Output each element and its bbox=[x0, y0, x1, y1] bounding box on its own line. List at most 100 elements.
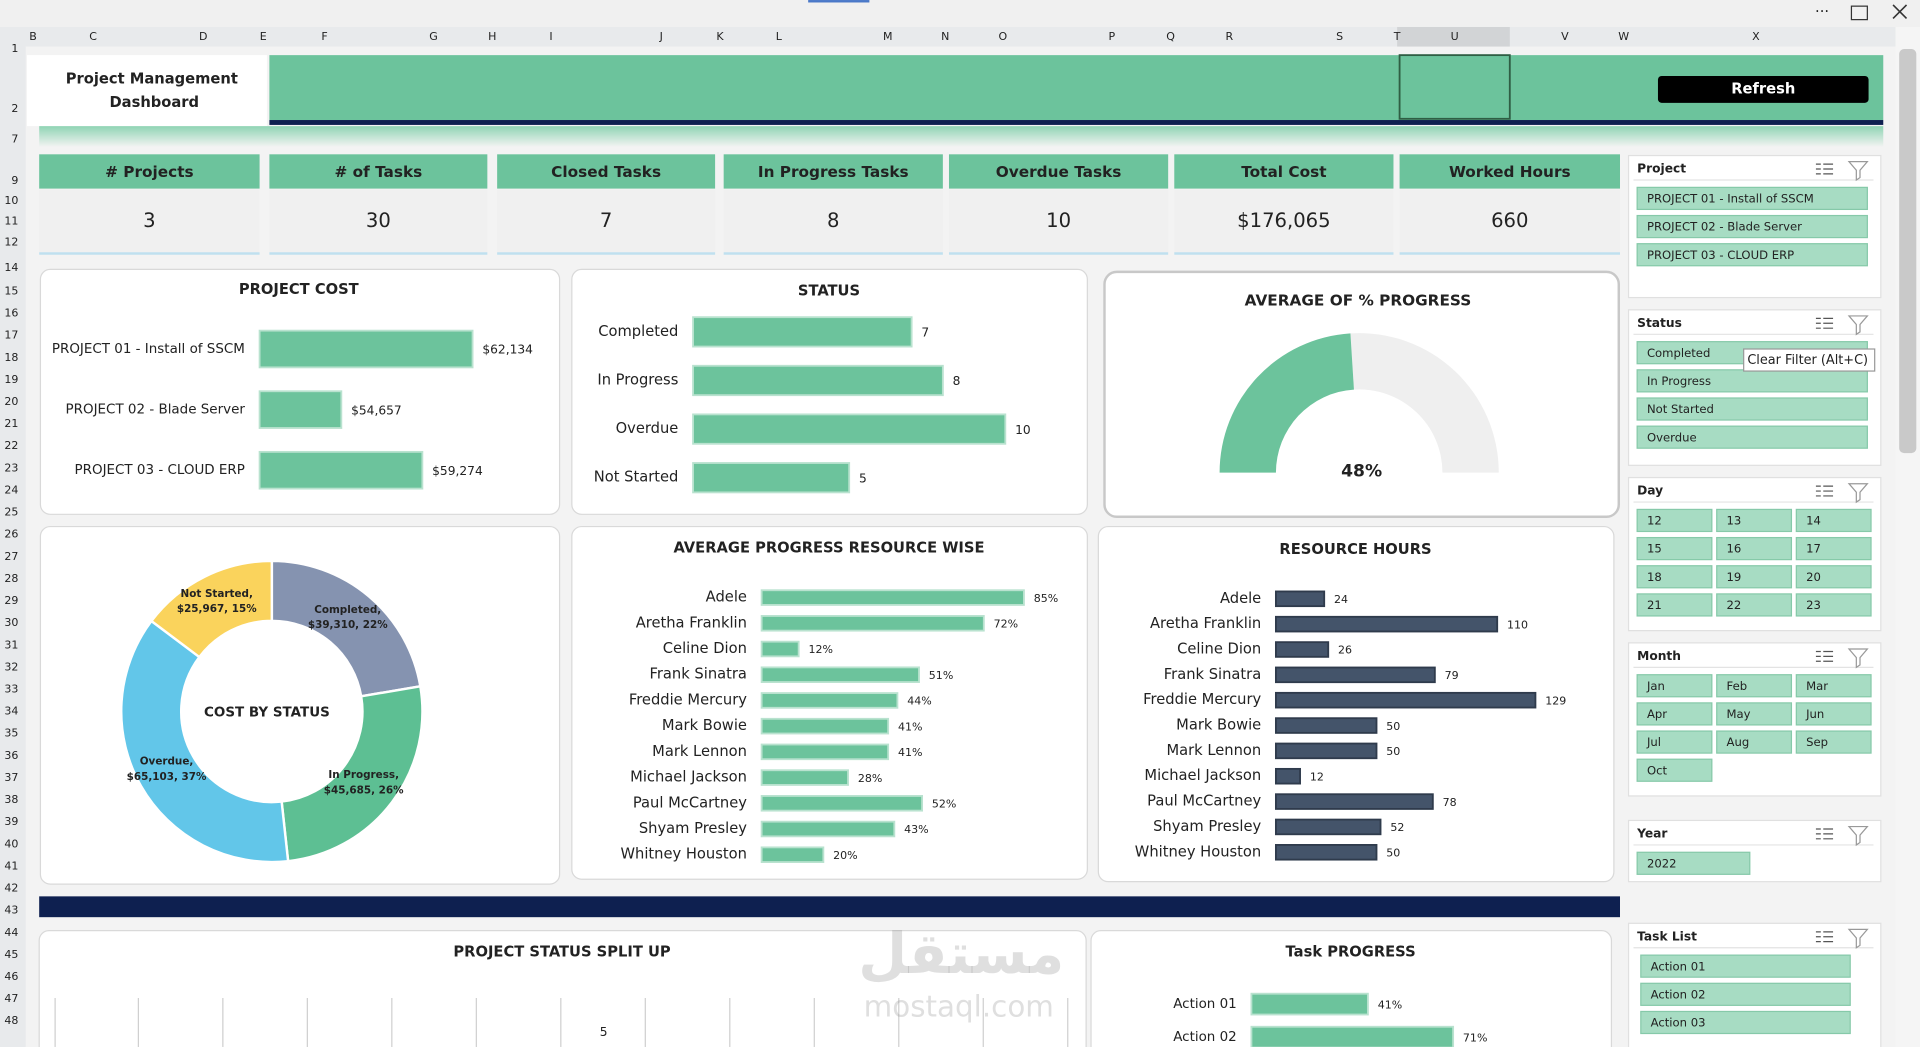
slicer-item[interactable] bbox=[1716, 702, 1793, 726]
slicer-item-label[interactable]: 21 bbox=[1647, 598, 1662, 612]
slicer-item[interactable] bbox=[1636, 758, 1713, 782]
kpi-label: In Progress Tasks bbox=[758, 163, 909, 181]
category-label: PROJECT 01 - Install of SSCM bbox=[52, 342, 245, 357]
slicer-item-label[interactable]: Not Started bbox=[1647, 402, 1714, 416]
refresh-label[interactable]: Refresh bbox=[1731, 80, 1795, 97]
clear-filter-icon[interactable] bbox=[1847, 648, 1869, 669]
slicer-item[interactable] bbox=[1636, 851, 1751, 875]
slicer-item-label[interactable]: 17 bbox=[1806, 542, 1821, 556]
slicer-item[interactable] bbox=[1795, 702, 1872, 726]
slicer-item-label[interactable]: Action 01 bbox=[1651, 959, 1706, 973]
kpi-body bbox=[948, 189, 1169, 254]
slicer-item[interactable] bbox=[1636, 674, 1713, 698]
multiselect-icon[interactable] bbox=[1815, 931, 1834, 943]
data-label: 24 bbox=[1334, 593, 1348, 606]
scroll-thumb[interactable] bbox=[1899, 49, 1917, 454]
slicer-item-label[interactable]: Sep bbox=[1806, 735, 1828, 749]
category-label: Frank Sinatra bbox=[650, 666, 747, 683]
row-header: 30 bbox=[4, 616, 18, 629]
slicer-item[interactable] bbox=[1636, 243, 1868, 267]
slicer-item[interactable] bbox=[1636, 702, 1713, 726]
slicer-item[interactable] bbox=[1716, 508, 1793, 533]
slicer-item-label[interactable]: 14 bbox=[1806, 514, 1821, 528]
slicer-item[interactable] bbox=[1795, 730, 1872, 754]
slicer-item-label[interactable]: PROJECT 02 - Blade Server bbox=[1647, 220, 1802, 234]
slicer-item[interactable] bbox=[1636, 508, 1713, 533]
row-header: 33 bbox=[4, 683, 18, 696]
bar bbox=[760, 846, 825, 863]
slicer-item[interactable] bbox=[1795, 536, 1872, 561]
slicer-item-label[interactable]: May bbox=[1727, 707, 1751, 721]
slicer-item[interactable] bbox=[1795, 508, 1872, 533]
slicer-item[interactable] bbox=[1636, 425, 1868, 449]
slicer-item-label[interactable]: 15 bbox=[1647, 542, 1662, 556]
slicer-item[interactable] bbox=[1636, 186, 1868, 211]
slicer-item-label[interactable]: 16 bbox=[1727, 542, 1742, 556]
slicer-item-label[interactable]: Action 02 bbox=[1651, 987, 1706, 1001]
slicer-item[interactable] bbox=[1640, 1010, 1851, 1035]
slicer-item-label[interactable]: Jan bbox=[1646, 679, 1665, 693]
slicer-item-label[interactable]: 22 bbox=[1727, 598, 1742, 612]
close-icon[interactable] bbox=[1892, 4, 1908, 19]
chart-title: PROJECT STATUS SPLIT UP bbox=[453, 944, 671, 961]
chart-title: RESOURCE HOURS bbox=[1279, 541, 1431, 558]
slicer-item[interactable] bbox=[1640, 982, 1851, 1006]
multiselect-icon[interactable] bbox=[1815, 828, 1834, 840]
slicer-item-label[interactable]: Completed bbox=[1647, 346, 1710, 360]
slicer-item[interactable] bbox=[1716, 536, 1793, 561]
slicer-item-label[interactable]: Mar bbox=[1806, 679, 1828, 693]
clear-filter-icon[interactable] bbox=[1847, 161, 1869, 182]
slicer-item-label[interactable]: PROJECT 01 - Install of SSCM bbox=[1647, 192, 1814, 206]
slicer-item-label[interactable]: 13 bbox=[1727, 514, 1742, 528]
kpi-header bbox=[497, 154, 716, 189]
slicer-item[interactable] bbox=[1636, 536, 1713, 561]
slicer-item-label[interactable]: 12 bbox=[1647, 514, 1662, 528]
slicer-item[interactable] bbox=[1716, 565, 1793, 589]
slicer-item-label[interactable]: In Progress bbox=[1647, 374, 1711, 388]
clear-filter-icon[interactable] bbox=[1847, 928, 1869, 949]
slicer-item-label[interactable]: Apr bbox=[1647, 707, 1667, 721]
clear-filter-icon[interactable] bbox=[1847, 315, 1869, 336]
kpi-header bbox=[269, 154, 488, 189]
slicer-item-label[interactable]: 23 bbox=[1806, 598, 1821, 612]
selected-cell[interactable] bbox=[1398, 54, 1511, 120]
restore-icon[interactable] bbox=[1850, 5, 1868, 21]
slicer-item-label[interactable]: Jun bbox=[1805, 707, 1824, 721]
slicer-item[interactable] bbox=[1795, 565, 1872, 589]
slicer-item[interactable] bbox=[1795, 674, 1872, 698]
multiselect-icon[interactable] bbox=[1815, 163, 1834, 175]
slicer-item[interactable] bbox=[1636, 730, 1713, 754]
slicer-item-label[interactable]: Overdue bbox=[1647, 430, 1697, 444]
slicer-item[interactable] bbox=[1716, 730, 1793, 754]
clear-filter-icon[interactable] bbox=[1847, 825, 1869, 847]
multiselect-icon[interactable] bbox=[1815, 317, 1834, 329]
slicer-item[interactable] bbox=[1636, 593, 1713, 617]
chart-title: AVERAGE PROGRESS RESOURCE WISE bbox=[673, 540, 984, 557]
slicer-item[interactable] bbox=[1640, 954, 1851, 978]
more-icon[interactable]: ··· bbox=[1815, 3, 1829, 20]
refresh-button[interactable] bbox=[1657, 75, 1869, 103]
slicer-item[interactable] bbox=[1716, 674, 1793, 698]
slicer-item-label[interactable]: 18 bbox=[1647, 570, 1662, 584]
slicer-item[interactable] bbox=[1795, 593, 1872, 617]
slicer-item-label[interactable]: 20 bbox=[1806, 570, 1821, 584]
slicer-item[interactable] bbox=[1716, 593, 1793, 617]
multiselect-icon[interactable] bbox=[1815, 650, 1834, 662]
slicer-item-label[interactable]: PROJECT 03 - CLOUD ERP bbox=[1647, 248, 1794, 262]
multiselect-icon[interactable] bbox=[1815, 485, 1834, 497]
slicer-item-label[interactable]: 2022 bbox=[1647, 856, 1677, 870]
bar bbox=[1275, 615, 1499, 633]
category-label: Aretha Franklin bbox=[636, 614, 747, 631]
tooltip-box bbox=[1743, 348, 1876, 372]
clear-filter-icon[interactable] bbox=[1847, 483, 1869, 504]
slicer-item-label[interactable]: Feb bbox=[1727, 679, 1748, 693]
slicer-item-label[interactable]: Jul bbox=[1646, 735, 1661, 749]
slicer-item-label[interactable]: Action 03 bbox=[1651, 1016, 1706, 1030]
data-label: 10 bbox=[1015, 423, 1031, 437]
slicer-item-label[interactable]: Aug bbox=[1727, 735, 1750, 749]
slicer-item[interactable] bbox=[1636, 214, 1868, 239]
slicer-item-label[interactable]: 19 bbox=[1727, 570, 1742, 584]
slicer-item-label[interactable]: Oct bbox=[1647, 763, 1668, 777]
slicer-item[interactable] bbox=[1636, 565, 1713, 589]
slicer-item[interactable] bbox=[1636, 397, 1868, 421]
